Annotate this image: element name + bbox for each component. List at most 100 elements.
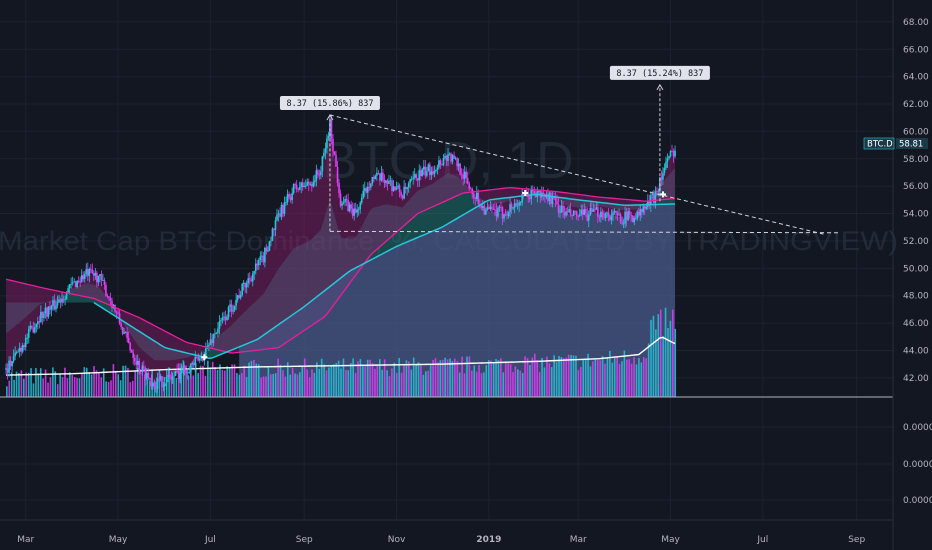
volume-bar: [487, 360, 490, 397]
candle-body: [15, 351, 18, 353]
indicator-tick-label: 0.0000: [903, 423, 932, 433]
candle-body: [410, 178, 413, 180]
volume-bar: [219, 364, 221, 397]
volume-bar: [136, 367, 139, 397]
candle-body: [327, 135, 330, 139]
volume-bar: [88, 372, 90, 397]
volume-bar: [20, 370, 23, 397]
candle-body: [179, 372, 181, 380]
volume-bar: [633, 357, 635, 397]
candle-body: [595, 207, 598, 210]
candle-body: [97, 275, 100, 283]
volume-bar: [139, 368, 141, 397]
volume-bar: [439, 360, 442, 397]
volume-bar: [667, 328, 669, 397]
candle-body: [465, 171, 467, 178]
volume-bar: [354, 372, 357, 397]
candle-body: [180, 372, 183, 374]
candle-body: [205, 348, 207, 359]
candle-body: [663, 167, 666, 173]
volume-bar: [253, 359, 255, 397]
volume-bar: [8, 380, 11, 397]
candle-body: [634, 217, 637, 219]
candle-body: [214, 333, 216, 335]
candle-body: [108, 296, 110, 299]
volume-bar: [177, 363, 180, 397]
candle-body: [27, 328, 30, 338]
volume-bar: [444, 357, 446, 397]
volume-bar: [250, 360, 253, 397]
volume-bar: [558, 355, 560, 397]
candle-body: [236, 295, 239, 300]
candle-body: [71, 282, 74, 284]
volume-bar: [485, 365, 488, 397]
candle-body: [660, 177, 663, 180]
volume-bar: [107, 381, 110, 397]
candle-body: [332, 138, 334, 152]
candle-body: [512, 207, 514, 209]
measure-annotations[interactable]: 8.37 (15.86%) 837 8.37 (15.24%) 837: [279, 65, 710, 232]
candle-body: [347, 200, 349, 212]
candle-body: [34, 327, 36, 333]
volume-bar: [529, 365, 531, 397]
candle-body: [560, 205, 563, 213]
candle-body: [114, 304, 116, 312]
volume-bar: [567, 354, 570, 397]
candle-body: [642, 206, 645, 213]
price-axis[interactable]: 42.00 44.00 46.00 48.00 50.00 52.00 54.00 56.00…: [903, 18, 929, 384]
volume-bar: [95, 370, 98, 397]
candle-body: [304, 185, 307, 187]
candle-body: [628, 211, 631, 216]
volume-bar: [131, 380, 134, 397]
candle-body: [565, 211, 567, 216]
candle-body: [50, 305, 53, 310]
candle-body: [444, 155, 446, 159]
volume-bar: [311, 369, 313, 397]
candle-body: [242, 282, 245, 284]
price-tick-label: 46.00: [903, 319, 929, 329]
candle-body: [457, 163, 460, 167]
candle-body: [535, 195, 537, 197]
candle-body: [441, 164, 443, 166]
candle-body: [153, 383, 156, 388]
volume-bar: [27, 372, 30, 397]
candle-body: [504, 214, 507, 215]
volume-bar: [248, 362, 250, 397]
candle-body: [510, 204, 513, 209]
candle-body: [79, 281, 82, 283]
candle-body: [371, 176, 374, 184]
measure-label: 8.37 (15.24%) 837: [616, 69, 703, 79]
volume-bar: [105, 381, 107, 397]
volume-bar: [504, 361, 507, 397]
volume-bar: [521, 373, 524, 397]
band-magenta: [6, 124, 676, 384]
candle-body: [149, 377, 151, 379]
candle-body: [152, 383, 154, 387]
volume-bar: [211, 361, 214, 397]
candle-body: [572, 210, 575, 216]
candle-body: [500, 207, 502, 209]
candle-body: [429, 164, 431, 176]
time-axis[interactable]: Mar May Jul Sep Nov 2019 Mar May Jul Sep: [17, 535, 865, 545]
candle-body: [289, 197, 292, 201]
volume-bar: [606, 357, 609, 397]
candle-body: [173, 375, 175, 377]
candle-body: [492, 209, 495, 210]
candle-body: [162, 386, 165, 387]
indicator-axis[interactable]: 0.0000 0.0000 0.0000: [903, 423, 932, 506]
trendlines[interactable]: [329, 114, 839, 235]
volume-bar: [383, 359, 386, 397]
volume-bar: [47, 382, 49, 397]
time-tick-label: Sep: [848, 535, 865, 545]
volume-bar: [93, 366, 95, 397]
price-tag: BTC.D 58.81: [863, 137, 928, 150]
volume-bar: [330, 366, 333, 397]
candle-body: [454, 158, 457, 160]
candle-body: [466, 177, 469, 184]
candle-body: [581, 209, 584, 215]
candle-body: [58, 299, 60, 303]
candle-body: [135, 361, 138, 365]
volume-bar: [221, 369, 224, 397]
volume-bar: [100, 377, 103, 397]
